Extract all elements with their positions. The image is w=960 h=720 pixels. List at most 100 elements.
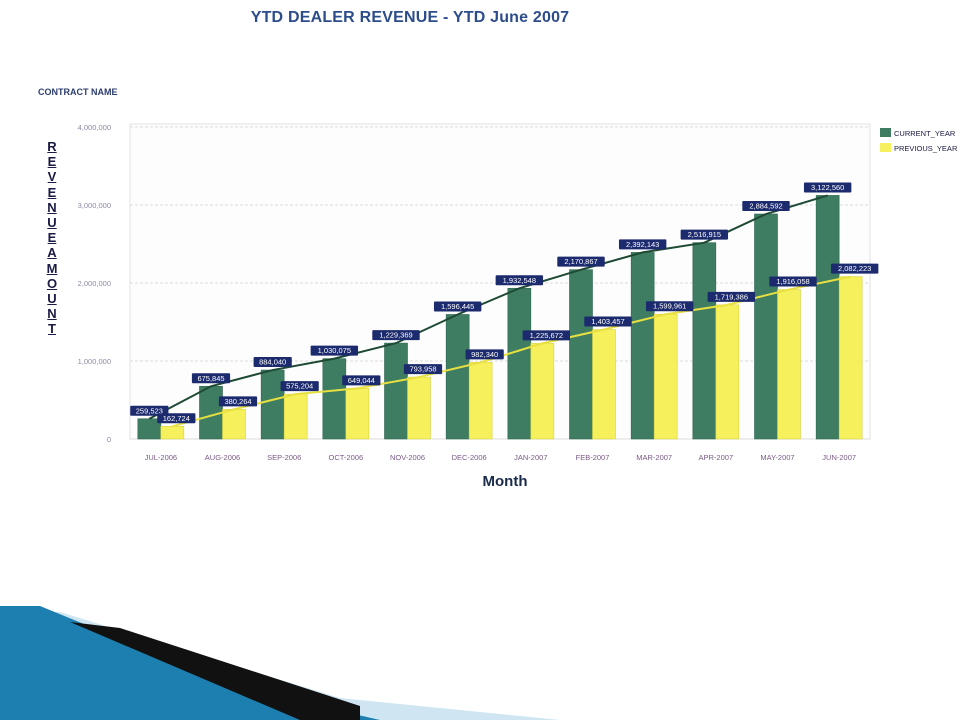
x-tick-label: NOV-2006 [390,453,425,462]
bar-current-year [692,242,717,440]
bar-previous-year [715,304,740,440]
data-label-previous-box [645,301,694,312]
y-axis-label: REVENUE AMOUNT [46,139,58,337]
data-label-previous-box [280,381,319,392]
data-label-current: 2,884,592 [749,202,782,211]
bar-current-year [815,195,840,440]
bar-previous-year [468,362,493,440]
x-tick-label: FEB-2007 [576,453,610,462]
data-label-current-box [372,330,420,341]
data-label-previous-box [465,349,504,360]
bar-previous-year [777,289,801,440]
y-tick-label: 1,000,000 [78,357,111,366]
data-label-current: 884,040 [259,358,286,367]
bar-current-year [507,287,532,440]
bar-previous-year [838,276,863,440]
data-label-current-box [742,201,790,212]
y-tick-label: 2,000,000 [78,279,111,288]
x-axis-ticks: JUL-2006 AUG-2006 SEP-2006 OCT-2006 NOV-2006… [145,453,856,462]
data-label-previous: 162,724 [163,414,190,423]
data-label-previous: 1,719,386 [715,292,748,301]
x-tick-label: JAN-2007 [514,453,547,462]
x-tick-label: MAR-2007 [636,453,672,462]
data-label-previous-box [584,316,632,327]
bars [137,195,863,440]
x-tick-label: DEC-2006 [452,453,487,462]
data-label-current: 1,229,369 [379,331,412,340]
data-label-current: 1,596,445 [441,302,474,311]
data-label-current: 2,516,915 [688,230,721,239]
data-label-current-box [803,182,852,193]
legend-swatch-previous [880,143,891,152]
bar-current-year [445,314,470,440]
data-label-current: 1,030,075 [318,346,351,355]
data-label-current: 3,122,560 [811,183,844,192]
data-label-current: 675,845 [197,374,224,383]
bar-current-year [569,269,593,440]
x-tick-label: JUN-2007 [822,453,856,462]
bar-previous-year [407,376,431,440]
data-label-current: 1,932,548 [503,276,536,285]
bar-previous-year [283,393,308,440]
bar-previous-year [592,329,616,440]
line-previous-year [172,275,851,428]
y-axis-ticks: 0 1,000,000 2,000,000 3,000,000 4,000,000 [78,123,111,444]
data-label-previous-box [769,276,817,287]
data-label-previous: 575,204 [286,382,313,391]
data-label-current-box [191,373,231,384]
data-label-current-box [310,345,359,356]
data-label-previous: 649,044 [348,376,375,385]
bar-current-year [384,342,408,440]
legend-swatch-current [880,128,891,137]
x-tick-label: APR-2007 [699,453,734,462]
data-label-current: 259,523 [136,406,163,415]
data-label-previous: 982,340 [471,350,498,359]
data-label-current-box [433,301,482,312]
data-label-current: 2,392,143 [626,240,659,249]
bar-previous-year [653,313,678,440]
bar-previous-year [222,409,246,440]
data-label-previous: 1,403,457 [591,317,624,326]
legend-label-previous: PREVIOUS_YEAR [894,144,958,153]
x-tick-label: OCT-2006 [329,453,364,462]
x-axis-label: Month [482,473,528,490]
bar-current-year [630,252,655,440]
data-label-previous: 2,082,223 [838,264,871,273]
data-label-current-box [253,357,292,368]
legend: CURRENT_YEAR PREVIOUS_YEAR [880,128,958,153]
data-label-current-box [680,229,729,240]
x-tick-label: SEP-2006 [267,453,301,462]
data-label-previous-box [522,330,571,341]
data-label-previous-box [830,263,879,274]
decor-dark-stroke [70,622,360,720]
bar-previous-year [160,426,185,440]
chart-subtitle: CONTRACT NAME [38,87,118,97]
data-label-current-box [130,405,169,416]
data-label-previous: 1,225,672 [530,331,563,340]
slide-corner-decoration [0,606,560,720]
chart-title: YTD DEALER REVENUE - YTD June 2007 [250,9,570,26]
data-label-previous-box [342,375,381,386]
data-label-current-box [495,275,544,286]
x-tick-label: AUG-2006 [205,453,240,462]
data-label-current: 2,170,867 [564,257,597,266]
data-label-previous-box [707,291,756,302]
decor-blue-wedge [0,606,380,720]
data-label-previous-box [157,413,196,424]
y-tick-label: 0 [107,435,111,444]
x-tick-label: JUL-2006 [145,453,178,462]
bar-current-year [322,358,347,440]
bar-previous-year [530,343,555,440]
bar-current-year [260,369,285,440]
data-label-previous-box [403,364,443,375]
data-label-previous: 793,958 [409,365,436,374]
data-label-current-box [557,256,605,267]
bar-current-year [754,213,778,440]
data-label-previous-box [218,396,258,407]
y-tick-label: 4,000,000 [78,123,111,132]
data-label-previous: 1,599,961 [653,302,686,311]
data-label-current-box [618,239,667,250]
